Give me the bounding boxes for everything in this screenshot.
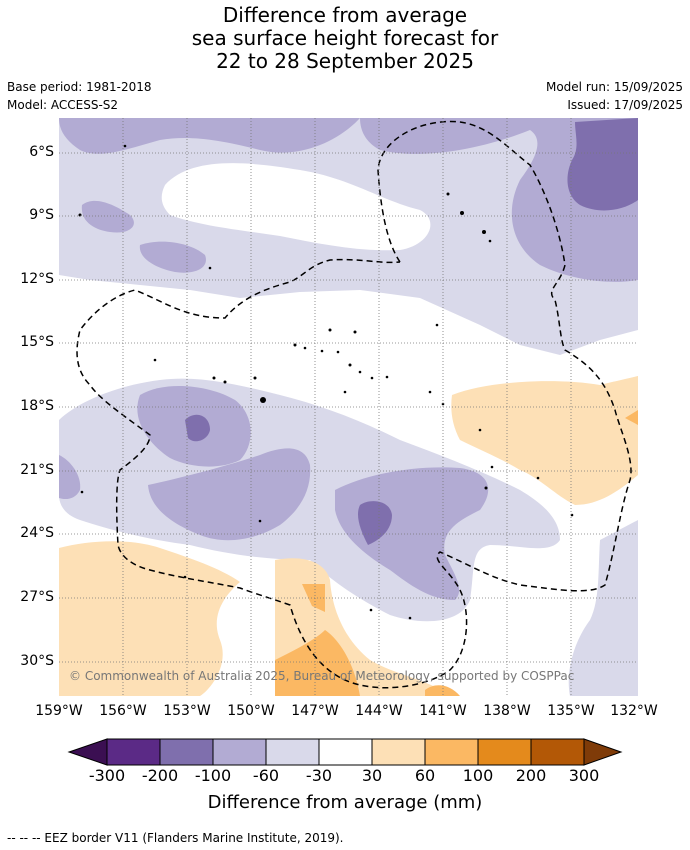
colorbar-segment [477, 738, 532, 766]
positive-contour-east-edge [625, 410, 638, 425]
lat-label: 9°S [29, 207, 54, 223]
base-period: Base period: 1981-2018 [7, 80, 152, 94]
colorbar-segment [318, 738, 373, 766]
colorbar-label: 30 [361, 766, 383, 785]
lon-label: 132°W [610, 703, 658, 719]
colorbar-segment [371, 738, 426, 766]
lon-label: 159°W [35, 703, 83, 719]
colorbar-label: 60 [414, 766, 436, 785]
colorbar-segment [424, 738, 479, 766]
map-field [59, 118, 638, 696]
lat-label: 24°S [20, 525, 54, 541]
meta-left: Base period: 1981-2018 Model: ACCESS-S2 [7, 78, 152, 114]
colorbar [67, 738, 623, 766]
lon-label: 156°W [99, 703, 147, 719]
positive-contour-east [451, 376, 638, 505]
lat-label: 18°S [20, 398, 54, 414]
colorbar-title: Difference from average (mm) [207, 792, 483, 813]
colorbar-extend-low [67, 738, 108, 766]
lon-label: 135°W [547, 703, 595, 719]
lon-label: 141°W [419, 703, 467, 719]
lat-label: 27°S [20, 589, 54, 605]
eez-border [76, 120, 632, 689]
colorbar-segment [212, 738, 267, 766]
colorbar-label: 200 [515, 766, 547, 785]
colorbar-label: 100 [462, 766, 494, 785]
lon-label: 138°W [483, 703, 531, 719]
eez-legend-footer: -- -- -- EEZ border V11 (Flanders Marine… [7, 831, 344, 845]
strong-positive-south-small [302, 584, 325, 612]
colorbar-segment [159, 738, 214, 766]
model-run: Model run: 15/09/2025 [545, 80, 683, 94]
negative-contour-west-small [81, 200, 134, 233]
strong-positive-south-center [275, 630, 360, 696]
negative-contour-west-mid [139, 241, 206, 273]
strong-negative-south-1 [185, 414, 210, 442]
lon-label: 144°W [355, 703, 403, 719]
negative-contour-northwest [59, 118, 360, 154]
colorbar-segment [265, 738, 320, 766]
copyright-notice: © Commonwealth of Australia 2025, Bureau… [69, 669, 575, 683]
colorbar-label: -200 [141, 766, 179, 785]
meta-right: Model run: 15/09/2025 Issued: 17/09/2025 [546, 78, 683, 114]
strong-negative-northeast [567, 118, 638, 211]
title-line-2: sea surface height forecast for [191, 26, 499, 50]
colorbar-label: -300 [88, 766, 126, 785]
negative-contour-northeast [360, 118, 638, 282]
negative-contour-west-edge [59, 455, 81, 500]
colorbar-label: -100 [194, 766, 232, 785]
positive-contour-southwest [59, 541, 240, 696]
lat-label: 12°S [20, 271, 54, 287]
negative-contour-southeast [568, 520, 638, 696]
lat-label: 15°S [20, 334, 54, 350]
lat-label: 6°S [29, 144, 54, 160]
colorbar-label: -30 [305, 766, 333, 785]
colorbar-label: 300 [568, 766, 600, 785]
title-line-1: Difference from average [222, 3, 468, 27]
issued-date: Issued: 17/09/2025 [567, 98, 683, 112]
neutral-patch-north [161, 163, 431, 251]
lon-label: 153°W [163, 703, 211, 719]
colorbar-extend-high [583, 738, 623, 766]
colorbar-segment [106, 738, 161, 766]
strong-positive-bottom [425, 685, 460, 696]
model-name: Model: ACCESS-S2 [7, 98, 119, 112]
colorbar-label: -60 [252, 766, 280, 785]
title-line-3: 22 to 28 September 2025 [216, 49, 474, 73]
lat-label: 30°S [20, 653, 54, 669]
lon-label: 150°W [227, 703, 275, 719]
map-title: Difference from average sea surface heig… [0, 4, 690, 73]
lon-label: 147°W [291, 703, 339, 719]
negative-contour-south-east [335, 467, 489, 600]
lat-label: 21°S [20, 462, 54, 478]
gridlines [59, 118, 638, 696]
colorbar-segment [530, 738, 585, 766]
